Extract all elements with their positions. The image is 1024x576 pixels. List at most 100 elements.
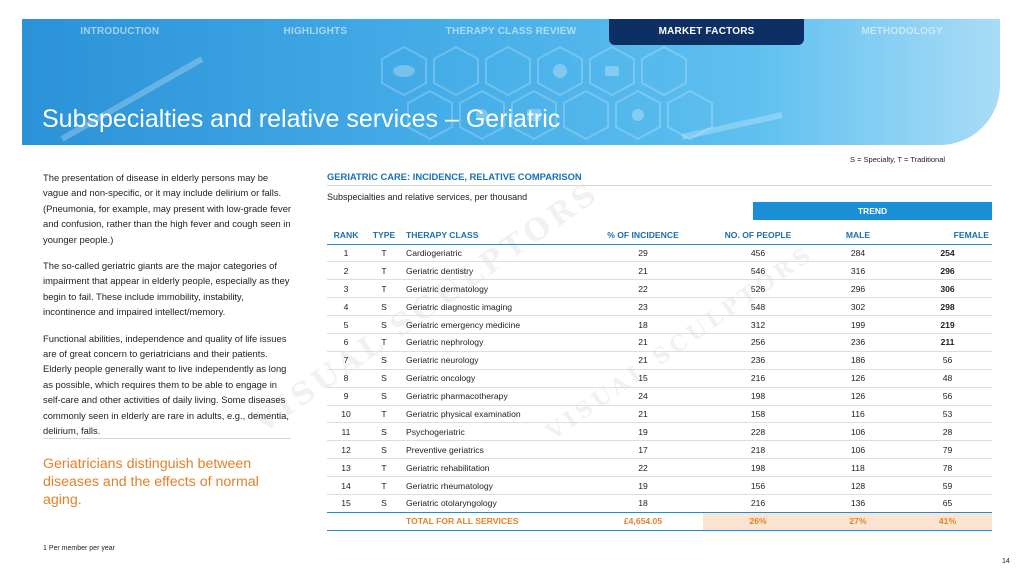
cell-male: 236	[813, 333, 903, 352]
table-header-row: RANK TYPE THERAPY CLASS % OF INCIDENCE N…	[327, 226, 992, 245]
cell-female: 78	[903, 458, 992, 478]
cell-female: 298	[903, 297, 992, 317]
tab-highlights[interactable]: HIGHLIGHTS	[283, 26, 348, 37]
cell-rank: 10	[327, 405, 365, 424]
cell-incidence: 19	[583, 476, 703, 495]
tab-methodology[interactable]: METHODOLOGY	[861, 26, 943, 37]
table-row: 1 T Cardiogeriatric 29 456 284 254	[327, 244, 992, 263]
cell-type: S	[365, 315, 403, 334]
cell-type: T	[365, 244, 403, 263]
cell-male: 136	[813, 494, 903, 513]
incidence-table: RANK TYPE THERAPY CLASS % OF INCIDENCE N…	[327, 226, 992, 531]
column-header-incidence: % OF INCIDENCE	[583, 226, 703, 245]
cell-rank: 2	[327, 261, 365, 281]
cell-people: 158	[703, 405, 813, 424]
tab-market-factors[interactable]: MARKET FACTORS	[608, 19, 805, 45]
cell-female: 48	[903, 369, 992, 388]
cell-rank: 7	[327, 351, 365, 370]
table-row: 4 S Geriatric diagnostic imaging 23 548 302 29…	[327, 297, 992, 317]
cell-therapy-class: Geriatric dermatology	[403, 279, 583, 299]
cell-people: 256	[703, 333, 813, 352]
cell-type: T	[365, 405, 403, 424]
table-row: 3 T Geriatric dermatology 22 526 296 306	[327, 279, 992, 299]
cell-rank: 5	[327, 315, 365, 334]
table-row: 14 T Geriatric rheumatology 19 156 128 59	[327, 476, 992, 495]
total-male: 27%	[813, 512, 903, 531]
cell-male: 106	[813, 422, 903, 442]
tab-therapy-class-review[interactable]: THERAPY CLASS REVIEW	[445, 26, 577, 37]
cell-female: 59	[903, 476, 992, 495]
cell-rank: 14	[327, 476, 365, 495]
cell-therapy-class: Geriatric pharmacotherapy	[403, 387, 583, 406]
cell-incidence: 29	[583, 244, 703, 263]
cell-rank: 9	[327, 387, 365, 406]
paragraph: The so-called geriatric giants are the m…	[43, 260, 290, 318]
cell-type: S	[365, 369, 403, 388]
cell-female: 56	[903, 387, 992, 406]
total-people: 26%	[703, 512, 813, 531]
cell-therapy-class: Geriatric oncology	[403, 369, 583, 388]
cell-female: 79	[903, 440, 992, 460]
table-row: 13 T Geriatric rehabilitation 22 198 118 78	[327, 458, 992, 478]
cell-incidence: 21	[583, 351, 703, 370]
cell-male: 116	[813, 405, 903, 424]
cell-therapy-class: Geriatric rheumatology	[403, 476, 583, 495]
cell-female: 219	[903, 315, 992, 334]
cell-incidence: 21	[583, 333, 703, 352]
cell-male: 296	[813, 279, 903, 299]
cell-people: 216	[703, 369, 813, 388]
cell-therapy-class: Geriatric rehabilitation	[403, 458, 583, 478]
column-header-female: FEMALE	[903, 226, 992, 245]
table-row: 10 T Geriatric physical examination 21 158 11…	[327, 405, 992, 424]
divider	[43, 438, 291, 439]
cell-rank: 6	[327, 333, 365, 352]
cell-female: 28	[903, 422, 992, 442]
table-row: 11 S Psychogeriatric 19 228 106 28	[327, 422, 992, 442]
cell-female: 56	[903, 351, 992, 370]
cell-type: T	[365, 476, 403, 495]
cell-therapy-class: Preventive geriatrics	[403, 440, 583, 460]
total-incidence: £4,654.05	[583, 512, 703, 531]
cell-therapy-class: Geriatric nephrology	[403, 333, 583, 352]
cell-people: 526	[703, 279, 813, 299]
cell-male: 126	[813, 369, 903, 388]
cell-therapy-class: Geriatric neurology	[403, 351, 583, 370]
cell-rank: 8	[327, 369, 365, 388]
cell-therapy-class: Geriatric physical examination	[403, 405, 583, 424]
total-female: 41%	[903, 512, 992, 531]
cell-male: 106	[813, 440, 903, 460]
cell-male: 118	[813, 458, 903, 478]
cell-rank: 15	[327, 494, 365, 513]
cell-people: 548	[703, 297, 813, 317]
cell-people: 312	[703, 315, 813, 334]
type-legend: S = Specialty, T = Traditional	[850, 155, 946, 164]
cell-rank: 13	[327, 458, 365, 478]
cell-type: T	[365, 333, 403, 352]
page-title: Subspecialties and relative services – G…	[42, 105, 561, 133]
cell-therapy-class: Geriatric emergency medicine	[403, 315, 583, 334]
cell-people: 236	[703, 351, 813, 370]
cell-empty	[365, 512, 403, 531]
cell-male: 186	[813, 351, 903, 370]
table-title: GERIATRIC CARE: INCIDENCE, RELATIVE COMP…	[327, 171, 582, 182]
cell-people: 546	[703, 261, 813, 281]
cell-type: S	[365, 422, 403, 442]
cell-type: S	[365, 387, 403, 406]
cell-male: 128	[813, 476, 903, 495]
cell-people: 198	[703, 387, 813, 406]
cell-therapy-class: Psychogeriatric	[403, 422, 583, 442]
column-header-male: MALE	[813, 226, 903, 245]
cell-male: 316	[813, 261, 903, 281]
cell-type: S	[365, 440, 403, 460]
table-row: 8 S Geriatric oncology 15 216 126 48	[327, 369, 992, 388]
column-header-therapy-class: THERAPY CLASS	[403, 226, 583, 245]
table-row: 7 S Geriatric neurology 21 236 186 56	[327, 351, 992, 370]
table-row: 2 T Geriatric dentistry 21 546 316 296	[327, 261, 992, 281]
table-row: 5 S Geriatric emergency medicine 18 312 199 21…	[327, 315, 992, 334]
cell-people: 156	[703, 476, 813, 495]
column-header-rank: RANK	[327, 226, 365, 245]
cell-type: S	[365, 351, 403, 370]
cell-male: 302	[813, 297, 903, 317]
tab-introduction[interactable]: INTRODUCTION	[80, 26, 160, 37]
table-row: 9 S Geriatric pharmacotherapy 24 198 126 56	[327, 387, 992, 406]
